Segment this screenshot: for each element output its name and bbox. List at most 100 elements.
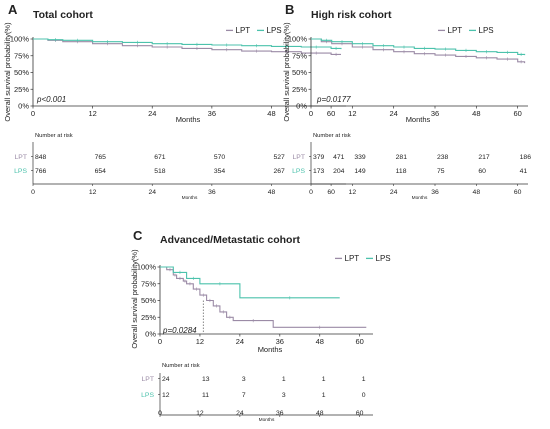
panel-c-ytick-label: 75% [141, 279, 156, 288]
panel-b-xtick-label: 48 [472, 109, 480, 118]
panel-a-ytick-label: 25% [14, 85, 29, 94]
panel-c-letter: C [133, 228, 143, 243]
panel-b-risk-xtick-label: 60 [514, 189, 522, 196]
panel-b-series-lps [311, 38, 526, 56]
panel-c-risk-xtick-label: 12 [196, 410, 204, 417]
panel-c-risk-value: 1 [362, 376, 366, 383]
panel-b: B High risk cohort 0% 25% 50% 75% 100% 0 12 24 36 4… [282, 2, 531, 201]
panel-c-series-lpt [160, 266, 367, 328]
panel-c-risk-row-label: LPS [141, 392, 154, 399]
panel-a-risk-value: 527 [273, 154, 285, 161]
panel-a-series-lps [33, 38, 342, 50]
panel-c-xtick-label: 60 [356, 337, 364, 346]
panel-a-risk-xtick-label: 12 [89, 189, 97, 196]
panel-c-xtick-label: 36 [276, 337, 284, 346]
panel-a-xtick-label: 0 [31, 109, 35, 118]
panel-c-risk-value: 0 [362, 392, 366, 399]
panel-c-ytick-label: 50% [141, 296, 156, 305]
panel-b-letter: B [285, 2, 294, 17]
panel-b-risk-row-label: LPS [292, 168, 305, 175]
panel-c-xtick-label: 48 [316, 337, 324, 346]
panel-a-letter: A [8, 2, 18, 17]
panel-a-risk-value: 848 [35, 154, 47, 161]
panel-b-p-value: p=0.0177 [316, 95, 351, 104]
panel-a-y-axis-title: Overall survival probability(%) [3, 22, 12, 122]
panel-a-ytick-label: 0% [18, 102, 29, 111]
panel-c-legend-label: LPS [376, 254, 391, 263]
panel-a-series-lpt [33, 38, 341, 55]
panel-b-xtick-label: 60 [513, 109, 521, 118]
panel-b-xtick-label: 24 [389, 109, 397, 118]
panel-b-risk-value: 173 [313, 168, 325, 175]
panel-b-risk-value: 75 [437, 168, 445, 175]
panel-b-ytick-label: 100% [288, 35, 308, 44]
panel-a-risk-row-label: LPT [15, 154, 27, 161]
panel-b-series-lpt [311, 38, 526, 64]
panel-b-risk-value: 186 [520, 154, 532, 161]
panel-c-risk-value: 3 [282, 392, 286, 399]
panel-a-risk-title: Number at risk [35, 133, 73, 139]
panel-b-title: High risk cohort [311, 9, 392, 21]
panel-a-risk-xtick-label: 36 [208, 189, 216, 196]
panel-b-risk-value: 118 [396, 168, 407, 175]
panel-c-y-axis-title: Overall survival probability(%) [130, 249, 139, 349]
panel-b-xtick-label: 0 [309, 109, 313, 118]
panel-a-xtick-label: 12 [88, 109, 96, 118]
panel-c-xtick-label: 0 [158, 337, 162, 346]
panel-b-risk-xtick-label: 36 [431, 189, 439, 196]
panel-c-title: Advanced/Metastatic cohort [160, 234, 301, 246]
panel-a-xtick-label: 60 [327, 109, 335, 118]
panel-b-risk-value: 379 [313, 154, 325, 161]
panel-c-ytick-label: 100% [137, 263, 157, 272]
panel-c-risk-value: 7 [242, 392, 246, 399]
panel-a-risk-xtick-label: 60 [327, 189, 335, 196]
panel-c-legend-label: LPT [345, 254, 360, 263]
panel-b-ytick-label: 0% [296, 102, 307, 111]
panel-b-xtick-label: 36 [431, 109, 439, 118]
panel-c-risk-value: 1 [322, 392, 326, 399]
panel-a-legend-label: LPS [267, 26, 282, 35]
panel-b-risk-value: 339 [354, 154, 366, 161]
panel-b-risk-value: 149 [354, 168, 366, 175]
panel-a: A Total cohort 0% 25% 50% 75% 100% 0 12 24 36 48 60 O… [3, 2, 346, 201]
panel-b-risk-x-title: Months [412, 195, 428, 201]
panel-c-ytick-label: 25% [141, 313, 156, 322]
panel-c-risk-xtick-label: 48 [316, 410, 324, 417]
panel-b-risk-value: 281 [396, 154, 408, 161]
panel-a-ytick-label: 100% [10, 35, 30, 44]
panel-c-p-value: p=0.0284 [162, 326, 197, 335]
panel-a-risk-value: 471 [333, 154, 345, 161]
panel-b-x-axis-title: Months [406, 115, 431, 124]
panel-a-risk-xtick-label: 48 [268, 189, 276, 196]
panel-a-xtick-label: 36 [208, 109, 216, 118]
panel-c-ytick-label: 0% [145, 330, 156, 339]
panel-a-xtick-label: 24 [148, 109, 156, 118]
panel-b-ytick-label: 50% [292, 68, 307, 77]
panel-b-ytick-label: 75% [292, 51, 307, 60]
panel-c-risk-x-title: Months [259, 417, 275, 423]
panel-c-risk-value: 1 [282, 376, 286, 383]
panel-a-xtick-label: 48 [267, 109, 275, 118]
panel-c-risk-value: 1 [322, 376, 326, 383]
panel-a-risk-value: 518 [154, 168, 166, 175]
panel-c-risk-value: 13 [202, 376, 210, 383]
panel-b-risk-title: Number at risk [313, 133, 351, 139]
panel-a-risk-value: 765 [95, 154, 107, 161]
panel-c-risk-xtick-label: 36 [276, 410, 284, 417]
panel-c-risk-xtick-label: 24 [236, 410, 244, 417]
panel-a-risk-value: 766 [35, 168, 47, 175]
panel-b-risk-xtick-label: 48 [473, 189, 481, 196]
panel-a-risk-value: 654 [95, 168, 107, 175]
panel-b-risk-xtick-label: 12 [349, 189, 357, 196]
panel-c-risk-value: 3 [242, 376, 246, 383]
panel-b-risk-xtick-label: 0 [309, 189, 313, 196]
panel-a-x-axis-title: Months [176, 115, 201, 124]
panel-c-risk-row-label: LPT [142, 376, 154, 383]
panel-c-x-axis-title: Months [258, 345, 283, 354]
panel-a-legend-label: LPT [236, 26, 251, 35]
panel-a-risk-xtick-label: 24 [148, 189, 156, 196]
panel-a-risk-xtick-label: 0 [31, 189, 35, 196]
panel-c-risk-xtick-label: 60 [356, 410, 364, 417]
panel-b-ytick-label: 25% [292, 85, 307, 94]
